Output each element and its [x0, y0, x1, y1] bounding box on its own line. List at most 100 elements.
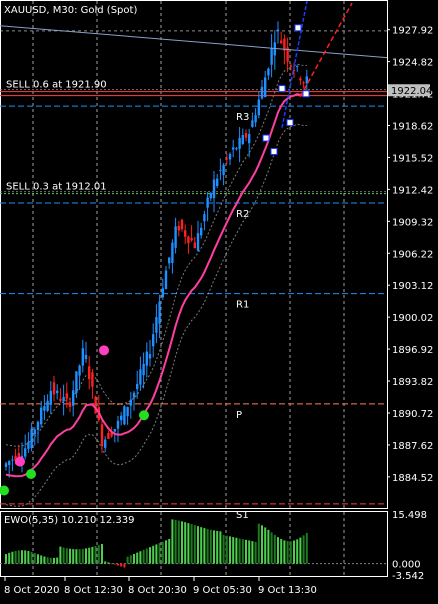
candle-body[interactable] — [145, 351, 148, 366]
candle-body[interactable] — [123, 406, 126, 425]
candle-body[interactable] — [251, 120, 254, 127]
candle-body[interactable] — [46, 400, 49, 411]
upper-trend-line[interactable] — [0, 25, 388, 59]
candle-body[interactable] — [161, 288, 164, 298]
candle-body[interactable] — [68, 402, 72, 407]
candle-body[interactable] — [148, 354, 152, 359]
candle-body[interactable] — [286, 47, 289, 62]
candle-body[interactable] — [81, 348, 84, 366]
candle-body[interactable] — [139, 369, 142, 385]
candle-body[interactable] — [171, 242, 174, 263]
order-lines[interactable]: SELL 0.6 at 1921.90 SELL 0.3 at 1912.01 — [0, 80, 387, 195]
candle-body[interactable] — [94, 396, 97, 414]
blue-trend-line[interactable] — [281, 0, 308, 128]
candle-body[interactable] — [193, 242, 196, 249]
candle-body[interactable] — [100, 424, 104, 447]
candle-body[interactable] — [196, 233, 200, 251]
candle-body[interactable] — [56, 390, 59, 394]
candle-body[interactable] — [244, 133, 248, 138]
candle-body[interactable] — [136, 383, 139, 390]
candle-body[interactable] — [206, 197, 209, 208]
candle-body[interactable] — [132, 392, 136, 398]
candle-body[interactable] — [184, 230, 187, 237]
candle-body[interactable] — [241, 134, 244, 144]
candle-body[interactable] — [78, 365, 81, 376]
candle-body[interactable] — [296, 66, 299, 68]
candle-body[interactable] — [65, 393, 68, 399]
candle-body[interactable] — [104, 439, 107, 448]
candle-body[interactable] — [248, 133, 251, 144]
candle-body[interactable] — [110, 432, 113, 437]
candle-body[interactable] — [168, 257, 171, 264]
candle-body[interactable] — [283, 38, 286, 51]
candle-body[interactable] — [225, 158, 228, 160]
candle-body[interactable] — [187, 236, 190, 244]
candle-body[interactable] — [43, 406, 46, 411]
candle-body[interactable] — [62, 397, 65, 402]
candle-body[interactable] — [228, 154, 232, 160]
candle-body[interactable] — [24, 448, 27, 457]
candle-body[interactable] — [49, 390, 52, 405]
candle-body[interactable] — [174, 226, 177, 248]
candle-body[interactable] — [276, 29, 280, 31]
candle-body[interactable] — [238, 137, 241, 149]
candle-body[interactable] — [200, 227, 203, 236]
candle-body[interactable] — [59, 398, 62, 401]
candle-body[interactable] — [91, 372, 94, 387]
candle-body[interactable] — [129, 399, 132, 406]
candle-body[interactable] — [107, 433, 110, 439]
candle-body[interactable] — [155, 317, 158, 333]
candle-body[interactable] — [158, 301, 161, 324]
candle-body[interactable] — [203, 214, 206, 222]
candle-body[interactable] — [116, 420, 120, 429]
candle-body[interactable] — [52, 382, 56, 395]
candle-body[interactable] — [264, 77, 267, 98]
candle-body[interactable] — [11, 459, 14, 461]
candle-body[interactable] — [36, 421, 40, 430]
candle-body[interactable] — [232, 147, 235, 150]
candle-body[interactable] — [292, 70, 296, 72]
candle-body[interactable] — [180, 219, 184, 230]
main-price-panel[interactable] — [0, 0, 388, 509]
trend-lines[interactable] — [0, 0, 388, 128]
candle-body[interactable] — [72, 390, 75, 406]
candle-body[interactable] — [84, 354, 88, 360]
candle-body[interactable] — [257, 99, 260, 116]
candle-body[interactable] — [142, 363, 145, 376]
candle-body[interactable] — [190, 238, 193, 241]
candle-body[interactable] — [270, 47, 273, 65]
candle-body[interactable] — [212, 179, 216, 199]
candle-body[interactable] — [280, 40, 283, 44]
candle-body[interactable] — [164, 270, 168, 290]
candle-body[interactable] — [113, 428, 116, 432]
candle-body[interactable] — [88, 366, 91, 380]
candle-body[interactable] — [75, 371, 78, 393]
candle-body[interactable] — [289, 65, 292, 67]
candle-body[interactable] — [299, 78, 302, 81]
candle-body[interactable] — [126, 407, 129, 417]
candle-body[interactable] — [4, 463, 8, 467]
candle-body[interactable] — [222, 164, 225, 176]
candle-body[interactable] — [216, 178, 219, 186]
candle-body[interactable] — [33, 429, 36, 435]
red-trend-line[interactable] — [299, 2, 353, 98]
candle-body[interactable] — [267, 68, 270, 76]
candle-body[interactable] — [209, 193, 212, 199]
candle-body[interactable] — [17, 452, 20, 458]
candle-body[interactable] — [14, 455, 17, 462]
candle-body[interactable] — [219, 169, 222, 171]
candle-body[interactable] — [27, 441, 30, 449]
candle-body[interactable] — [8, 461, 11, 465]
candle-body[interactable] — [302, 82, 305, 84]
candle-body[interactable] — [254, 115, 257, 123]
indicator-panel[interactable] — [0, 511, 388, 577]
candle-body[interactable] — [305, 76, 308, 84]
candle-body[interactable] — [40, 407, 43, 425]
candle-body[interactable] — [30, 429, 33, 448]
candle-body[interactable] — [152, 334, 155, 347]
candle-body[interactable] — [235, 148, 238, 150]
candle-body[interactable] — [177, 226, 180, 231]
candle-body[interactable] — [260, 86, 264, 99]
candle-body[interactable] — [120, 415, 123, 421]
